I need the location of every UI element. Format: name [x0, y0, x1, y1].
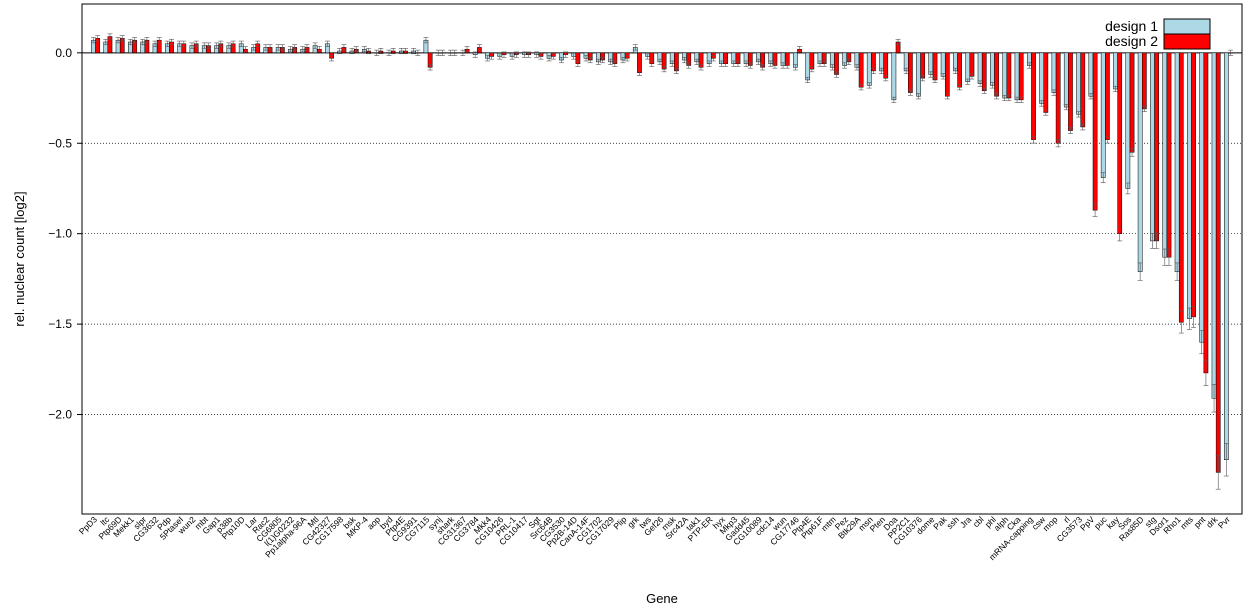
bar-design1 [1137, 52, 1143, 272]
bar-design2 [1142, 52, 1147, 110]
x-tick-label: PpD3 [77, 514, 99, 536]
x-axis-label: Gene [646, 591, 678, 606]
bar-design1 [928, 52, 934, 75]
bar-design1 [1088, 52, 1094, 97]
bar-design2 [908, 52, 913, 93]
bar-design2 [1178, 52, 1184, 323]
bar-design2 [834, 52, 839, 75]
bar-design2 [1055, 52, 1061, 144]
bar-design1 [1174, 52, 1180, 272]
bar-design1 [977, 52, 983, 84]
y-axis-label: rel. nuclear count [log2] [12, 191, 27, 326]
bar-design1 [1211, 52, 1217, 399]
bar-design2 [883, 52, 889, 79]
bar-design1 [1199, 52, 1205, 343]
legend-label: design 2 [1105, 33, 1158, 49]
bar-design1 [1150, 52, 1155, 242]
bar-design1 [1113, 52, 1118, 90]
bar-design1 [805, 52, 811, 81]
bar-design1 [866, 52, 872, 86]
bar-design1 [1162, 52, 1168, 258]
bar-design1 [965, 52, 971, 83]
y-tick-label: −1.0 [48, 227, 72, 241]
bar-design1 [916, 52, 921, 97]
bar-design2 [1191, 52, 1196, 318]
bar-design1 [1051, 52, 1057, 93]
x-tick-label: mop [1041, 514, 1060, 533]
bar-design2 [1031, 52, 1036, 140]
bar-design1 [1002, 52, 1008, 99]
bar-design1 [990, 52, 995, 86]
bar-design1 [1224, 52, 1229, 460]
legend-label: design 1 [1105, 18, 1158, 34]
bar-design1 [1187, 52, 1192, 319]
bar-design1 [1076, 52, 1081, 115]
bar-design2 [1068, 52, 1073, 131]
bar-design2 [858, 52, 864, 88]
bar-design2 [1117, 52, 1123, 234]
bar-design2 [1203, 52, 1209, 374]
bar-design2 [932, 52, 938, 81]
bar-design1 [940, 52, 946, 77]
y-tick-label: −1.5 [48, 317, 72, 331]
bar-design2 [1166, 52, 1172, 258]
bar-design2 [1154, 52, 1160, 242]
bar-design2 [1018, 52, 1024, 101]
bar-design1 [891, 52, 897, 101]
y-tick-label: 0.0 [55, 46, 72, 60]
bar-design1 [1063, 52, 1069, 108]
bar-design2 [1105, 52, 1110, 140]
plot-border [81, 3, 1243, 515]
legend-swatch [1163, 18, 1211, 35]
bar-design2 [981, 52, 987, 92]
y-tick-label: −2.0 [48, 408, 72, 422]
legend-swatch [1163, 33, 1211, 50]
bar-design2 [1043, 52, 1049, 113]
bar-design2 [1215, 52, 1221, 473]
bar-design1 [1100, 52, 1106, 178]
bar-design2 [969, 52, 975, 77]
x-tick-label: Pvr [1216, 514, 1232, 530]
bar-design2 [957, 52, 962, 88]
x-tick-labels: PpD3 ltcPtp69DMekk1slprCG3632Pdp5PtaseIwu… [77, 514, 1232, 562]
bar-design1 [1125, 52, 1131, 189]
bar-design1 [1039, 52, 1044, 104]
bar-design2 [1006, 52, 1012, 99]
x-tick-label: rl [1061, 514, 1071, 524]
bars [90, 33, 1234, 490]
bar-design2 [920, 52, 926, 79]
bar-design2 [1092, 52, 1098, 211]
y-axis: 0.0 −0.5 −1.0 −1.5 −2.0 [48, 46, 82, 422]
bar-design2 [1129, 52, 1135, 153]
bar-design2 [1080, 52, 1086, 128]
bar-design2 [994, 52, 999, 97]
bar-design2 [944, 52, 950, 97]
y-tick-label: −0.5 [48, 136, 72, 150]
bar-design1 [1014, 52, 1020, 101]
